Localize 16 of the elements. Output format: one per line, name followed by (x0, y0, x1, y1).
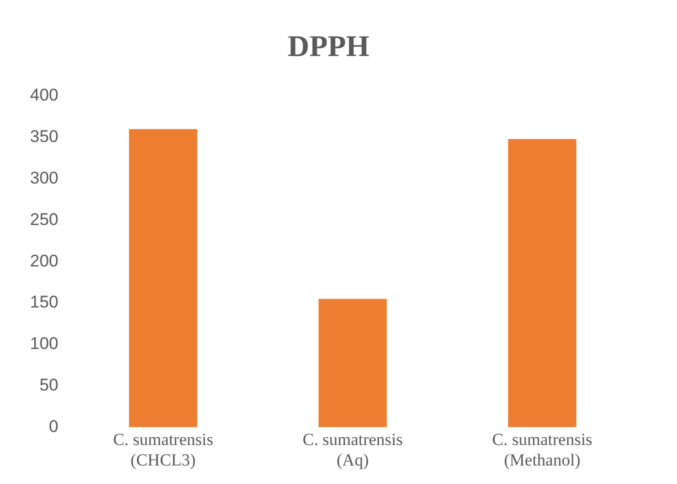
y-tick-label: 300 (30, 168, 58, 188)
y-tick-label: 150 (30, 292, 58, 312)
x-tick-label: C. sumatrensis (Aq) (302, 430, 403, 470)
y-tick-label: 0 (48, 416, 58, 436)
x-tick-label: C. sumatrensis (CHCL3) (113, 430, 214, 470)
y-tick-label: 100 (30, 334, 58, 354)
chart-title: DPPH (288, 30, 370, 63)
y-tick-label: 400 (30, 86, 58, 105)
bar (318, 298, 387, 428)
y-tick-label: 350 (30, 127, 58, 146)
y-tick-label: 50 (39, 375, 58, 394)
y-tick-label: 200 (30, 251, 58, 270)
x-tick-label: C. sumatrensis (Methanol) (492, 430, 592, 470)
bar (508, 139, 576, 428)
bar (129, 129, 198, 428)
y-tick-label: 250 (30, 210, 58, 229)
